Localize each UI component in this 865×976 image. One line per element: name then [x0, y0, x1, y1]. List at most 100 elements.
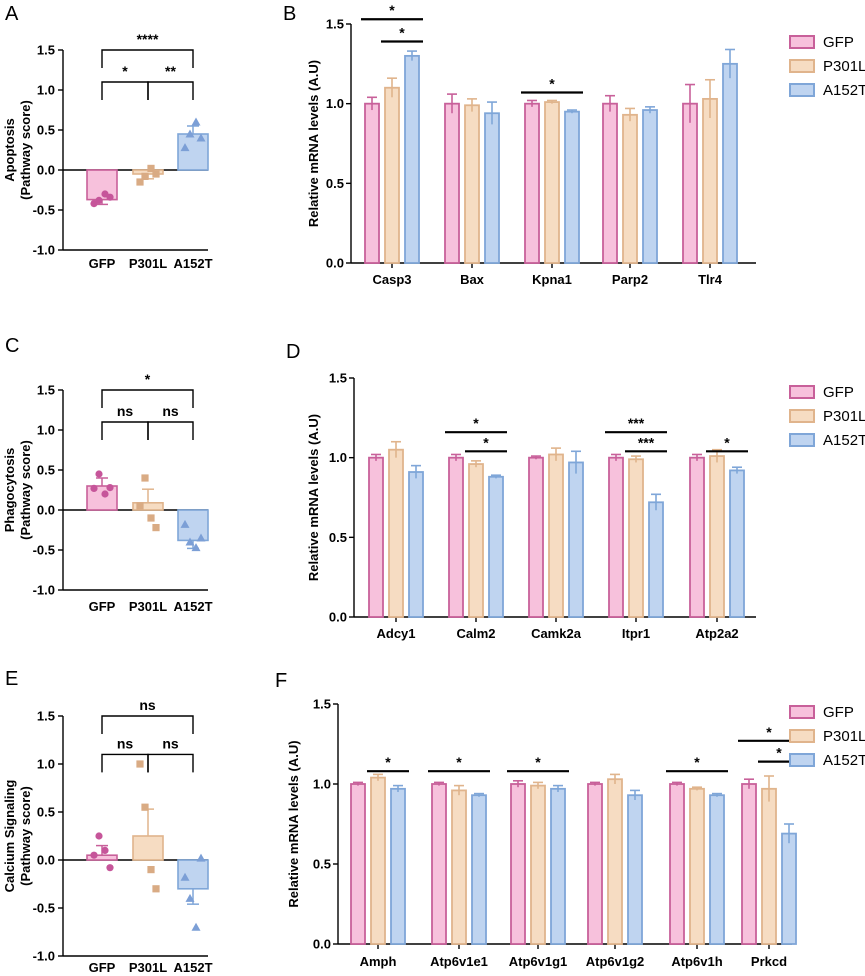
comparison-bracket [101, 389, 194, 408]
x-label-camk2a: Camk2a [531, 626, 582, 641]
x-label-p301l: P301L [129, 599, 167, 614]
data-point-0 [180, 143, 190, 152]
bar-gfp-atp6v1h [669, 783, 685, 945]
bar-gfp-atp6v1e1 [431, 783, 447, 945]
data-point-2 [191, 543, 201, 552]
bar-p301l-itpr1 [628, 458, 644, 618]
data-point-3 [196, 533, 206, 542]
data-point-1 [185, 129, 195, 138]
bar-gfp-kpna1 [524, 102, 540, 264]
bar-p301l-kpna1 [544, 101, 560, 264]
bar-a152t-atp6v1g1 [550, 787, 566, 945]
x-label-amph: Amph [360, 954, 397, 969]
bar-p301l-camk2a [548, 453, 564, 618]
significance-label: * [724, 434, 730, 450]
bar-a152t-bax [484, 112, 500, 264]
bar-p301l-parp2 [622, 113, 638, 264]
x-label-atp6v1e1: Atp6v1e1 [430, 954, 488, 969]
significance-label: *** [638, 434, 655, 450]
comparison-bracket [101, 421, 149, 440]
bar-a152t [177, 859, 209, 890]
y-tick-label: 0.5 [329, 530, 347, 545]
comparison-bracket [147, 421, 194, 440]
legend-label-gfp: GFP [823, 704, 854, 721]
data-point-0 [180, 519, 190, 528]
y-tick-label: -0.5 [33, 901, 55, 916]
y-axis-label: Calcium Signaling [2, 780, 17, 893]
y-tick-label: 1.0 [313, 777, 331, 792]
data-point-3 [196, 853, 206, 862]
legend-swatch-gfp [789, 35, 815, 49]
comparison-bracket [101, 49, 194, 68]
bar-p301l-atp6v1g2 [607, 778, 623, 945]
y-tick-label: 1.5 [326, 17, 344, 32]
legend-label-gfp: GFP [823, 384, 854, 401]
significance-label: * [456, 754, 462, 770]
data-point-2 [147, 164, 155, 172]
bar-gfp-parp2 [602, 102, 618, 264]
x-label-gfp: GFP [89, 256, 116, 271]
legend-label-a152t: A152T [823, 82, 865, 99]
x-label-adcy1: Adcy1 [376, 626, 415, 641]
y-axis-label: Phagocytosis [2, 448, 17, 533]
significance-label: * [694, 754, 700, 770]
x-label-kpna1: Kpna1 [532, 272, 572, 287]
bar-p301l-tlr4 [702, 97, 718, 264]
significance-label: * [766, 724, 772, 740]
bar-p301l [132, 835, 164, 861]
bar-a152t-itpr1 [648, 501, 664, 618]
y-tick-label: 0.0 [326, 256, 344, 271]
x-label-p301l: P301L [129, 256, 167, 271]
comparison-bracket [101, 715, 194, 734]
panel-letter-e: E [5, 668, 18, 690]
bar-a152t-atp2a2 [729, 469, 745, 618]
legend-swatch-a152t [789, 753, 815, 767]
legend-label-a152t: A152T [823, 752, 865, 769]
significance-label: * [776, 745, 782, 761]
bar-a152t-prkcd [781, 832, 797, 945]
y-axis-label: Relative mRNA levels (A.U) [286, 740, 301, 907]
data-point-1 [141, 474, 149, 482]
y-tick-label: -1.0 [33, 949, 55, 964]
legend-label-a152t: A152T [823, 432, 865, 449]
comparison-bracket [147, 753, 194, 773]
x-label-atp6v1g1: Atp6v1g1 [509, 954, 568, 969]
bar-gfp-prkcd [741, 783, 757, 945]
y-tick-label: 0.0 [329, 610, 347, 625]
bar-p301l-bax [464, 104, 480, 264]
data-point-3 [106, 484, 114, 492]
bar-a152t-parp2 [642, 109, 658, 264]
bar-a152t-tlr4 [722, 62, 738, 264]
data-point-1 [141, 803, 149, 811]
significance-label: ns [117, 403, 134, 419]
bar-p301l-amph [370, 776, 386, 945]
y-tick-label: 0.5 [313, 857, 331, 872]
bar-gfp-atp6v1g2 [587, 783, 603, 945]
y-tick-label: -1.0 [33, 243, 55, 258]
x-label-tlr4: Tlr4 [698, 272, 723, 287]
data-point-3 [152, 524, 160, 532]
y-tick-label: 1.5 [37, 709, 55, 724]
significance-label: ns [117, 735, 134, 751]
significance-label: * [385, 754, 391, 770]
x-label-gfp: GFP [89, 960, 116, 975]
bar-a152t-atp6v1h [709, 794, 725, 945]
bar-gfp-bax [444, 102, 460, 264]
y-tick-label: 0.0 [313, 937, 331, 952]
legend-swatch-a152t [789, 433, 815, 447]
bar-gfp-camk2a [528, 456, 544, 618]
data-point-1 [185, 893, 195, 902]
significance-label: * [483, 434, 489, 450]
y-tick-label: 1.5 [37, 43, 55, 58]
x-label-calm2: Calm2 [456, 626, 495, 641]
y-tick-label: 1.0 [37, 423, 55, 438]
x-label-prkcd: Prkcd [751, 954, 787, 969]
data-point-0 [90, 484, 98, 492]
data-point-0 [136, 502, 144, 510]
y-axis-label-sub: (Pathway score) [18, 786, 33, 886]
y-tick-label: 1.0 [329, 450, 347, 465]
bar-gfp-casp3 [364, 102, 380, 264]
y-tick-label: 0.5 [37, 463, 55, 478]
comparison-bracket [147, 81, 194, 100]
